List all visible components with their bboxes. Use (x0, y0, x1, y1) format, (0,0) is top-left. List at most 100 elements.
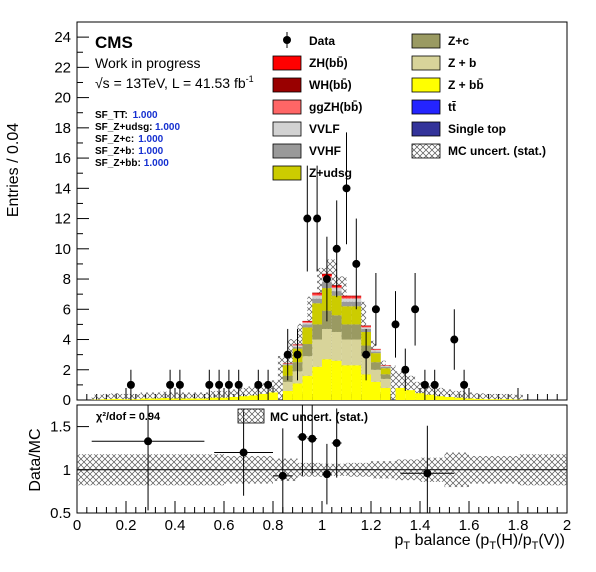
y-tick-label: 8 (63, 271, 71, 288)
stack-bar-z-udsg (371, 353, 381, 363)
ratio-y-axis: 0.5 1 1.5 (50, 419, 89, 522)
mc-total-bin (444, 389, 455, 400)
mc-total-bin (140, 392, 151, 400)
x-tick-label: 1.8 (508, 517, 529, 534)
legend-label: MC uncert. (stat.) (448, 144, 546, 158)
legend-swatch (411, 55, 441, 71)
x-tick-label: 0 (73, 517, 81, 534)
legend-label: Z+udsg (309, 166, 352, 180)
stack-bar-vvhf (341, 301, 352, 307)
y-tick-label: 18 (54, 120, 71, 137)
stack-bar-ggzh-bb- (302, 322, 313, 323)
stack-bar-tail (493, 399, 504, 400)
y-tick-label: 16 (54, 150, 71, 167)
legend-label: Single top (448, 122, 506, 136)
mc-total-bin (454, 390, 465, 400)
ratio-point (322, 470, 331, 479)
stack-bar-tail (473, 398, 484, 400)
ratio-point (144, 437, 153, 446)
stack-bar-tail (503, 399, 514, 400)
x-tick-label: 0.8 (263, 517, 284, 534)
stack-bar-z-c (331, 315, 342, 332)
stack-bar-tail (405, 390, 416, 400)
mc-total-bin (415, 381, 425, 400)
data-point (303, 214, 312, 223)
stack-bar-tail (434, 396, 445, 400)
sf-value: 1.000 (138, 134, 163, 145)
stack-bar-ggzh-bb- (361, 326, 371, 328)
stack-bar-vvlf (361, 327, 371, 329)
stack-bar-tail (219, 397, 229, 400)
legend: Data Z+c ZH(bb̄) Z + b WH(bb̄) Z + bb̄ ggZH(bb… (272, 32, 546, 181)
sf-name: SF_Z+b: (95, 146, 135, 157)
mc-uncertainty-band (77, 452, 567, 488)
lower-panel: 0.5 1 1.5 0 0.2 0.4 0.6 0.8 1 1.2 1.4 1.6 1.8 2 Data… (27, 404, 571, 552)
stack-bar-z-b (322, 328, 332, 360)
legend-label: Z + b (448, 56, 476, 70)
stack-bar-tail (268, 392, 278, 400)
data-point (234, 380, 243, 389)
legend-swatch (272, 165, 302, 181)
stack-bar-vvlf (380, 365, 391, 367)
data-points (126, 132, 469, 400)
stack-bar-z-c (351, 324, 362, 340)
stack-bar-z-b (302, 356, 313, 376)
stack-bar-z-bb- (351, 365, 362, 400)
sf-value: 1.000 (133, 110, 158, 121)
stack-bar-tail (483, 399, 494, 400)
legend-label: tt̄ (448, 100, 456, 114)
data-point (126, 380, 135, 389)
y-tick-label: 6 (63, 301, 71, 318)
stacked-histogram (91, 259, 523, 400)
stack-bar-tail (170, 398, 180, 400)
stack-bar-z-udsg (312, 303, 322, 325)
stack-bar-z-bb- (322, 359, 332, 400)
mc-total-bin (160, 391, 171, 400)
mc-total-bin (424, 384, 435, 400)
stack-bar-tail (101, 399, 112, 400)
stack-bar-z-bb- (361, 374, 371, 400)
sf-name: SF_TT: (95, 110, 128, 121)
stack-bar-ggzh-bb- (341, 297, 352, 299)
data-point (371, 305, 380, 314)
data-point (430, 380, 439, 389)
data-point (205, 380, 214, 389)
x-tick-label: 0.2 (116, 517, 137, 534)
mc-total-bin (150, 392, 161, 400)
ratio-point (239, 448, 248, 457)
x-tick-label: 1 (318, 517, 326, 534)
mc-total-bin (219, 390, 229, 400)
stack-bar-zh-bb- (302, 321, 313, 323)
sf-value: 1.000 (138, 146, 163, 157)
stack-bar-z-b (331, 331, 342, 361)
data-point (450, 335, 459, 344)
x-tick-label: 0.6 (214, 517, 235, 534)
stack-bar-vvhf (302, 324, 313, 328)
data-point (283, 350, 292, 359)
stack-bar-z-bb- (282, 390, 293, 400)
x-axis-label: pT balance (pT(H)/pT(V)) (395, 532, 566, 552)
stack-bar-tail (130, 399, 141, 400)
mc-total-bin (179, 392, 190, 400)
x-tick-label: 1.6 (459, 517, 480, 534)
mc-total-bin (189, 392, 200, 400)
y-tick-label: 20 (54, 90, 71, 107)
stack-bar-z-c (302, 344, 313, 357)
stack-bar-tail (248, 395, 259, 400)
mc-total-bin (238, 387, 249, 400)
stack-bar-tail (258, 393, 269, 400)
data-point (215, 380, 224, 389)
lower-y-label: Data/MC (27, 428, 44, 491)
stack-bar-z-bb- (331, 360, 342, 400)
data-point (460, 380, 469, 389)
sf-name: SF_Z+c: (95, 134, 134, 145)
stack-bar-z-c (371, 362, 381, 370)
mc-total-bin (268, 380, 278, 400)
stack-bar-tail (464, 398, 474, 400)
x-axis: 0 0.2 0.4 0.6 0.8 1 1.2 1.4 1.6 1.8 2 (73, 501, 571, 534)
stack-bar-z-c (341, 324, 352, 340)
mc-total-bin (130, 393, 141, 400)
